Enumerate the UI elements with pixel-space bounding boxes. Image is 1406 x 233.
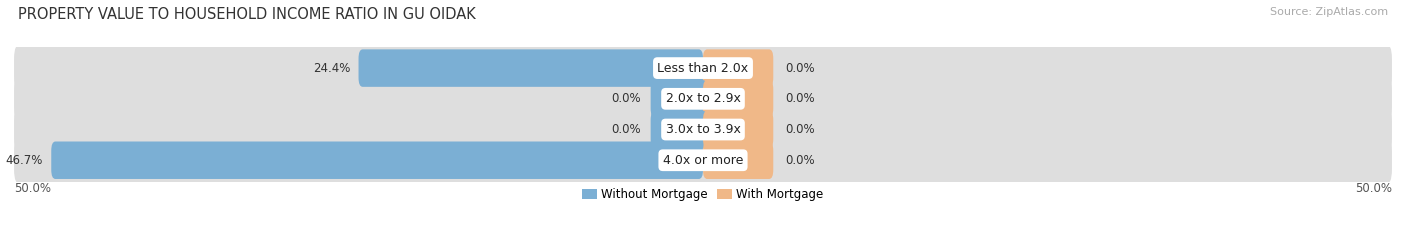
Text: Less than 2.0x: Less than 2.0x — [658, 62, 748, 75]
FancyBboxPatch shape — [14, 105, 1392, 154]
Text: 50.0%: 50.0% — [14, 182, 51, 195]
FancyBboxPatch shape — [703, 141, 773, 179]
Text: 3.0x to 3.9x: 3.0x to 3.9x — [665, 123, 741, 136]
FancyBboxPatch shape — [703, 80, 773, 118]
Text: 0.0%: 0.0% — [612, 123, 641, 136]
FancyBboxPatch shape — [703, 111, 773, 148]
Legend: Without Mortgage, With Mortgage: Without Mortgage, With Mortgage — [578, 183, 828, 206]
FancyBboxPatch shape — [651, 80, 707, 118]
Text: 0.0%: 0.0% — [786, 92, 815, 105]
Text: 0.0%: 0.0% — [786, 62, 815, 75]
FancyBboxPatch shape — [703, 49, 773, 87]
FancyBboxPatch shape — [51, 141, 703, 179]
FancyBboxPatch shape — [359, 49, 703, 87]
Text: 0.0%: 0.0% — [786, 123, 815, 136]
Text: 24.4%: 24.4% — [314, 62, 350, 75]
Text: 46.7%: 46.7% — [6, 154, 44, 167]
Text: Source: ZipAtlas.com: Source: ZipAtlas.com — [1270, 7, 1388, 17]
FancyBboxPatch shape — [14, 43, 1392, 93]
FancyBboxPatch shape — [651, 111, 707, 148]
Text: 0.0%: 0.0% — [612, 92, 641, 105]
Text: PROPERTY VALUE TO HOUSEHOLD INCOME RATIO IN GU OIDAK: PROPERTY VALUE TO HOUSEHOLD INCOME RATIO… — [18, 7, 477, 22]
Text: 0.0%: 0.0% — [786, 154, 815, 167]
FancyBboxPatch shape — [14, 74, 1392, 124]
Text: 50.0%: 50.0% — [1355, 182, 1392, 195]
Text: 4.0x or more: 4.0x or more — [662, 154, 744, 167]
FancyBboxPatch shape — [14, 135, 1392, 185]
Text: 2.0x to 2.9x: 2.0x to 2.9x — [665, 92, 741, 105]
